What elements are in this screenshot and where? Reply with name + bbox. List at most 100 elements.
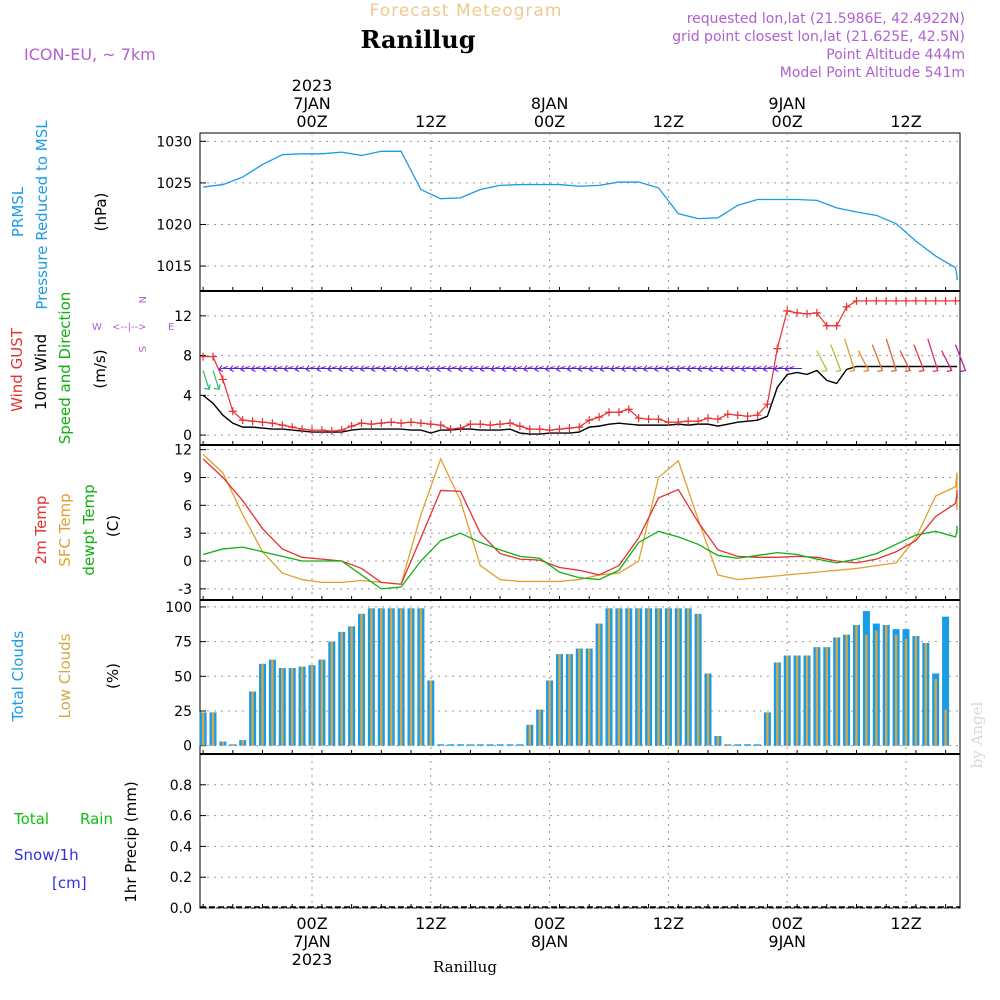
total-cloud-bar (486, 744, 494, 746)
compass-n: N (136, 296, 147, 303)
time-label: 2023 (292, 76, 333, 95)
low-cloud-bar (647, 608, 650, 746)
gust-marker (426, 420, 435, 429)
gust-marker (605, 408, 613, 417)
gust-marker (535, 425, 544, 434)
total-cloud-bar (754, 744, 761, 746)
low-cloud-bar (271, 659, 274, 746)
y-tick-label: 0 (183, 739, 192, 755)
low-cloud-bar (667, 608, 670, 746)
gust-marker (832, 321, 841, 330)
low-cloud-bar (835, 637, 838, 746)
compass-w: W (92, 322, 102, 333)
y-tick-label: 1025 (156, 176, 192, 192)
low-cloud-bar (786, 655, 789, 746)
gust-marker (228, 407, 237, 416)
compass-s: S (136, 346, 147, 352)
low-cloud-bar (657, 608, 660, 746)
low-cloud-bar (291, 667, 294, 746)
gust-marker (634, 414, 643, 423)
gust-marker (387, 418, 396, 427)
dewpt-line (202, 525, 958, 590)
low-cloud-bar (340, 631, 343, 746)
pressure-series (203, 150, 958, 281)
gust-marker (486, 421, 495, 430)
time-label: 12Z (653, 914, 684, 933)
gust-marker (723, 410, 732, 419)
gust-line (203, 300, 957, 432)
pressure-label-prmsl: PRMSL (9, 186, 27, 237)
gust-marker (783, 306, 792, 315)
wind-dir-arrow-late (857, 350, 870, 373)
low-cloud-bar (687, 608, 690, 746)
gust-marker (812, 308, 821, 317)
wind-dir-arrow-late (885, 338, 898, 373)
low-cloud-bar (528, 724, 531, 746)
gust-marker (397, 419, 406, 428)
gust-marker (803, 309, 811, 318)
wind-dir-arrow-early (212, 370, 221, 391)
gust-marker (743, 412, 752, 421)
time-label: 2023 (292, 950, 333, 969)
y-tick-label: 1020 (156, 217, 192, 233)
wind-dir-arrow-late (830, 344, 842, 373)
y-tick-label: 6 (183, 498, 192, 514)
chart-supertitle: Forecast Meteogram (370, 1, 563, 21)
y-tick-label: 25 (174, 704, 192, 720)
pressure-label-desc: Pressure Reduced to MSL (33, 120, 51, 310)
wind-dir-arrow-late (941, 350, 953, 373)
total-cloud-bar (447, 744, 455, 746)
low-cloud-bar (320, 659, 324, 746)
wind-dir-arrow-late (899, 350, 911, 373)
y-tick-label: -3 (178, 582, 192, 598)
low-cloud-bar (231, 744, 234, 746)
y-tick-label: 0.2 (170, 870, 192, 886)
gust-marker (793, 308, 802, 317)
low-cloud-bar (924, 643, 927, 746)
gust-marker (476, 420, 485, 429)
time-label: 9JAN (768, 932, 806, 951)
temp-series (202, 453, 958, 590)
gust-marker (842, 302, 851, 311)
gust-marker (872, 296, 881, 305)
gust-marker (308, 426, 316, 435)
low-cloud-bar (944, 709, 947, 746)
time-label: 00Z (296, 112, 327, 131)
gust-marker (377, 419, 386, 428)
time-label: 12Z (415, 112, 446, 131)
gust-marker (951, 296, 960, 305)
time-label: 12Z (415, 914, 446, 933)
y-tick-label: 1030 (156, 134, 192, 150)
low-cloud-bar (617, 608, 621, 746)
model-altitude: Model Point Altitude 541m (780, 65, 965, 81)
low-cloud-bar (914, 636, 918, 746)
gust-marker (575, 423, 584, 432)
y-tick-label: 0.8 (170, 778, 192, 794)
gust-marker (515, 422, 524, 431)
gust-marker (664, 418, 673, 427)
wind-dir-arrow-late (954, 344, 967, 373)
gust-marker (644, 415, 653, 424)
low-cloud-bar (380, 608, 383, 746)
time-label: 7JAN (293, 932, 331, 951)
y-tick-label: 1015 (156, 259, 192, 275)
total-cloud-bar (506, 744, 514, 746)
gust-marker (347, 422, 356, 431)
gust-marker (407, 418, 415, 427)
wind-line (202, 365, 957, 435)
low-cloud-bar (310, 665, 314, 746)
time-label: 00Z (296, 914, 327, 933)
total-cloud-bar (942, 616, 950, 746)
low-cloud-bar (429, 680, 432, 746)
wind-10m-label: 10m Wind (32, 334, 50, 410)
point-altitude: Point Altitude 444m (826, 47, 965, 63)
gust-marker (941, 296, 950, 305)
low-cloud-bar (548, 680, 551, 746)
low-cloud-bar (637, 608, 640, 746)
total-cloud-bar (734, 744, 742, 746)
grid-point-coords: grid point closest lon,lat (21.625E, 42.… (672, 29, 965, 45)
y-tick-label: 3 (183, 526, 192, 542)
temp-dewpt-label: dewpt Temp (80, 484, 98, 575)
